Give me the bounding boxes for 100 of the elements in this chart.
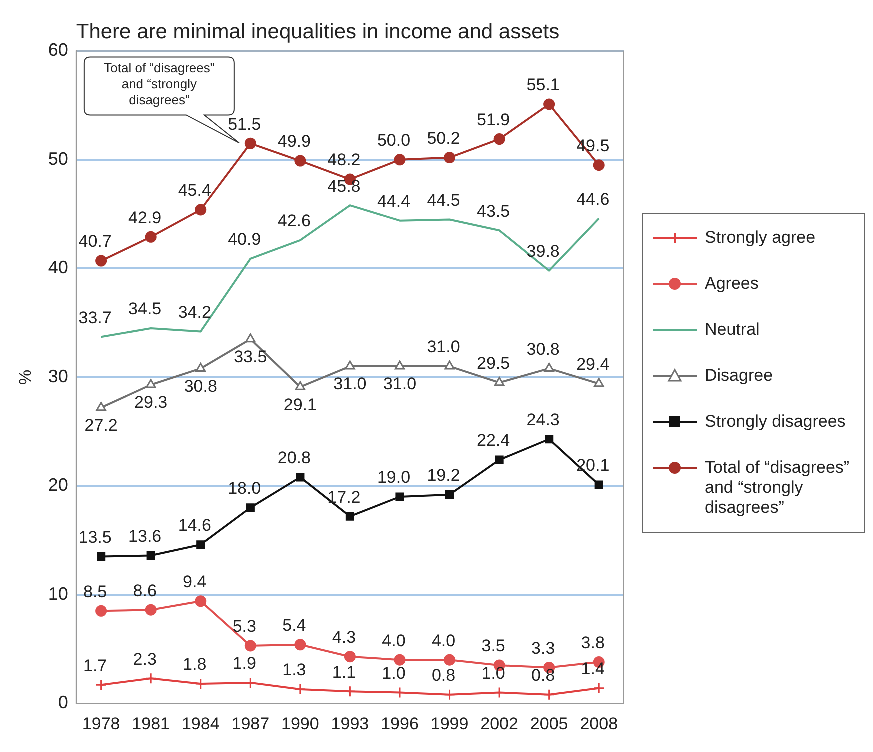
data-label: 1.0 bbox=[482, 664, 506, 683]
point bbox=[296, 473, 305, 482]
data-label: 3.3 bbox=[532, 638, 556, 658]
point bbox=[544, 98, 556, 110]
point bbox=[195, 678, 207, 690]
point bbox=[394, 654, 406, 666]
point bbox=[494, 134, 506, 146]
data-label: 30.8 bbox=[526, 340, 560, 359]
data-label: 33.7 bbox=[78, 308, 112, 328]
x-tick-label: 1993 bbox=[331, 714, 370, 734]
point bbox=[594, 480, 604, 490]
point bbox=[444, 654, 456, 666]
point bbox=[96, 255, 108, 267]
data-label: 55.1 bbox=[526, 76, 560, 95]
point bbox=[96, 402, 106, 412]
legend-label: Agrees bbox=[705, 274, 759, 294]
data-label: 27.2 bbox=[84, 416, 118, 436]
legend-label: Strongly agree bbox=[705, 228, 816, 248]
data-label: 13.6 bbox=[128, 526, 162, 546]
x-tick-label: 2008 bbox=[580, 714, 618, 734]
data-label: 18.0 bbox=[228, 479, 262, 498]
data-label: 1.8 bbox=[183, 655, 207, 674]
point bbox=[445, 490, 454, 500]
y-tick-label: 20 bbox=[48, 475, 68, 496]
point bbox=[244, 640, 256, 652]
data-label: 0.8 bbox=[532, 666, 556, 686]
point bbox=[544, 689, 556, 701]
data-label: 4.3 bbox=[332, 628, 356, 648]
point bbox=[495, 456, 504, 464]
point bbox=[294, 639, 306, 651]
legend-label: Strongly disagrees bbox=[705, 412, 846, 432]
data-label: 1.9 bbox=[232, 654, 256, 674]
chart-title: There are minimal inequalities in income and assets bbox=[76, 20, 560, 44]
data-label: 20.8 bbox=[278, 448, 311, 468]
data-label: 40.7 bbox=[78, 232, 112, 252]
point bbox=[195, 204, 207, 216]
data-label: 13.5 bbox=[78, 528, 112, 547]
x-tick-label: 1987 bbox=[232, 714, 270, 734]
data-label: 31.0 bbox=[427, 338, 460, 357]
data-label: 43.5 bbox=[477, 202, 510, 221]
point bbox=[97, 552, 106, 562]
data-label: 40.9 bbox=[228, 230, 262, 250]
point bbox=[246, 334, 256, 343]
data-label: 3.5 bbox=[482, 636, 506, 656]
data-label: 9.4 bbox=[183, 572, 207, 592]
point bbox=[244, 138, 256, 150]
data-label: 50.2 bbox=[427, 128, 460, 148]
x-tick-label: 1978 bbox=[82, 714, 120, 734]
data-label: 19.2 bbox=[427, 466, 460, 486]
data-label: 5.3 bbox=[232, 617, 256, 636]
data-label: 49.9 bbox=[278, 132, 311, 152]
data-label: 1.3 bbox=[282, 660, 306, 680]
point bbox=[396, 492, 404, 502]
data-label: 31.0 bbox=[334, 374, 367, 394]
point bbox=[394, 154, 406, 166]
point bbox=[444, 152, 456, 164]
data-label: 42.9 bbox=[128, 208, 162, 228]
data-label: 17.2 bbox=[328, 488, 361, 507]
data-label: 1.1 bbox=[332, 662, 356, 682]
point bbox=[294, 684, 306, 696]
legend-label: Neutral bbox=[705, 320, 760, 340]
point bbox=[494, 377, 505, 386]
point bbox=[145, 672, 157, 684]
point bbox=[444, 689, 456, 701]
data-label: 24.3 bbox=[526, 410, 560, 430]
point bbox=[394, 360, 406, 370]
point bbox=[196, 362, 206, 372]
point bbox=[593, 682, 605, 694]
legend-label: Total of “disagrees” and “strongly disagrees” bbox=[705, 458, 851, 518]
data-label: 30.8 bbox=[184, 376, 218, 396]
point bbox=[145, 604, 157, 616]
x-tick-label: 1996 bbox=[381, 714, 419, 734]
data-label: 29.4 bbox=[576, 355, 610, 374]
y-axis-title: % bbox=[16, 370, 35, 385]
data-label: 1.4 bbox=[581, 660, 605, 679]
point bbox=[96, 679, 108, 691]
data-label: 44.6 bbox=[576, 190, 610, 209]
point bbox=[246, 504, 255, 512]
y-tick-label: 60 bbox=[48, 40, 68, 60]
data-label: 34.5 bbox=[128, 300, 162, 319]
data-label: 44.4 bbox=[377, 192, 411, 212]
data-label: 51.9 bbox=[477, 110, 510, 130]
point bbox=[346, 512, 354, 521]
data-label: 5.4 bbox=[282, 616, 306, 636]
y-tick-label: 10 bbox=[48, 584, 68, 604]
data-label: 29.1 bbox=[284, 395, 317, 414]
y-tick-label: 0 bbox=[58, 692, 68, 713]
point bbox=[344, 686, 356, 698]
x-tick-label: 1981 bbox=[132, 714, 170, 734]
data-label: 1.0 bbox=[382, 664, 406, 683]
point bbox=[145, 231, 157, 243]
data-label: 29.5 bbox=[477, 354, 510, 374]
x-tick-label: 1990 bbox=[282, 714, 320, 734]
data-label: 34.2 bbox=[178, 302, 212, 322]
data-label: 2.3 bbox=[133, 650, 157, 669]
point bbox=[96, 605, 108, 617]
x-tick-label: 2005 bbox=[530, 714, 568, 734]
data-label: 22.4 bbox=[477, 431, 510, 450]
data-label: 8.6 bbox=[133, 581, 157, 600]
data-label: 1.7 bbox=[83, 656, 108, 676]
